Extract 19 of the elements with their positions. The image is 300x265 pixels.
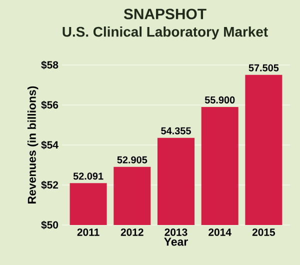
data-label: 57.505 xyxy=(248,64,279,72)
x-tick-label: 2011 xyxy=(77,228,100,236)
data-label: 55.900 xyxy=(204,96,235,104)
data-label: 52.091 xyxy=(73,172,104,180)
y-tick-label: $58 xyxy=(41,60,58,70)
x-tick-label: 2014 xyxy=(208,228,232,236)
y-axis-title: Revenues (in billions) xyxy=(28,86,38,204)
x-axis-title: Year xyxy=(164,238,188,246)
data-label: 52.905 xyxy=(117,156,148,164)
x-tick-label: 2013 xyxy=(164,228,188,236)
y-tick-label: $56 xyxy=(41,100,58,110)
y-tick-label: $50 xyxy=(41,220,58,230)
chart-subtitle: U.S. Clinical Laboratory Market xyxy=(62,26,268,40)
y-tick-label: $52 xyxy=(41,180,58,190)
x-tick-label: 2015 xyxy=(252,228,276,236)
chart-title: SNAPSHOT xyxy=(124,8,206,20)
x-tick-label: 2012 xyxy=(120,228,144,236)
data-label: 54.355 xyxy=(161,127,191,134)
y-tick-label: $54 xyxy=(41,140,58,150)
